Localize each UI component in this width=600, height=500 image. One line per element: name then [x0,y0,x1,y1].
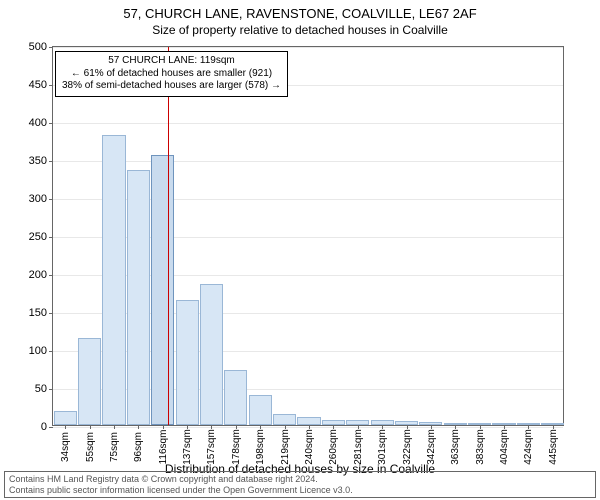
ytick-mark [49,351,53,352]
xtick-label: 178sqm [231,429,242,465]
histogram-bar [224,370,247,425]
histogram-bar [297,417,320,425]
gridline [53,427,563,428]
histogram-bar [200,284,223,425]
histogram-bar [102,135,125,425]
gridline [53,47,563,48]
xtick-mark [65,425,66,429]
xtick-mark [114,425,115,429]
ytick-mark [49,199,53,200]
ytick-label: 400 [29,117,47,129]
xtick-label: 137sqm [182,429,193,465]
xtick-label: 240sqm [304,429,315,465]
subject-marker-line [168,47,169,425]
ytick-label: 100 [29,345,47,357]
histogram-bar [78,338,101,425]
xtick-label: 383sqm [475,429,486,465]
xtick-label: 404sqm [499,429,510,465]
ytick-label: 450 [29,79,47,91]
gridline [53,123,563,124]
chart: 05010015020025030035040045050034sqm55sqm… [52,46,564,426]
ytick-mark [49,313,53,314]
ytick-mark [49,47,53,48]
page-subtitle: Size of property relative to detached ho… [0,23,600,37]
xtick-label: 34sqm [60,432,71,462]
xtick-mark [163,425,164,429]
footer: Contains HM Land Registry data © Crown c… [4,471,596,498]
xtick-label: 281sqm [353,429,364,465]
ytick-mark [49,237,53,238]
ytick-mark [49,123,53,124]
histogram-bar [54,411,77,425]
xtick-label: 198sqm [255,429,266,465]
title-block: 57, CHURCH LANE, RAVENSTONE, COALVILLE, … [0,0,600,37]
xtick-label: 445sqm [548,429,559,465]
plot-area: 05010015020025030035040045050034sqm55sqm… [52,46,564,426]
ytick-label: 0 [41,421,47,433]
ytick-label: 350 [29,155,47,167]
histogram-bar [127,170,150,425]
histogram-bar [273,414,296,425]
xtick-mark [138,425,139,429]
ytick-label: 250 [29,231,47,243]
page-title: 57, CHURCH LANE, RAVENSTONE, COALVILLE, … [0,6,600,21]
xtick-label: 322sqm [402,429,413,465]
xtick-label: 342sqm [426,429,437,465]
histogram-bar [176,300,199,425]
annotation-line: ← 61% of detached houses are smaller (92… [62,68,281,81]
footer-line2: Contains public sector information licen… [9,485,591,495]
xtick-label: 75sqm [109,432,120,462]
xtick-label: 55sqm [85,432,96,462]
annotation-line: 38% of semi-detached houses are larger (… [62,80,281,93]
ytick-label: 300 [29,193,47,205]
xtick-label: 424sqm [523,429,534,465]
xtick-label: 260sqm [328,429,339,465]
ytick-label: 200 [29,269,47,281]
footer-line1: Contains HM Land Registry data © Crown c… [9,474,591,484]
ytick-label: 50 [35,383,47,395]
histogram-bar [249,395,272,425]
gridline [53,161,563,162]
ytick-label: 500 [29,41,47,53]
xtick-label: 363sqm [450,429,461,465]
xtick-label: 96sqm [133,432,144,462]
ytick-mark [49,161,53,162]
xtick-label: 157sqm [206,429,217,465]
xtick-label: 219sqm [280,429,291,465]
ytick-mark [49,389,53,390]
histogram-bar [151,155,174,425]
xtick-label: 116sqm [158,430,169,465]
annotation-line: 57 CHURCH LANE: 119sqm [62,55,281,68]
ytick-mark [49,275,53,276]
xtick-label: 301sqm [377,429,388,465]
ytick-label: 150 [29,307,47,319]
ytick-mark [49,85,53,86]
annotation-box: 57 CHURCH LANE: 119sqm← 61% of detached … [55,51,288,97]
ytick-mark [49,427,53,428]
xtick-mark [90,425,91,429]
